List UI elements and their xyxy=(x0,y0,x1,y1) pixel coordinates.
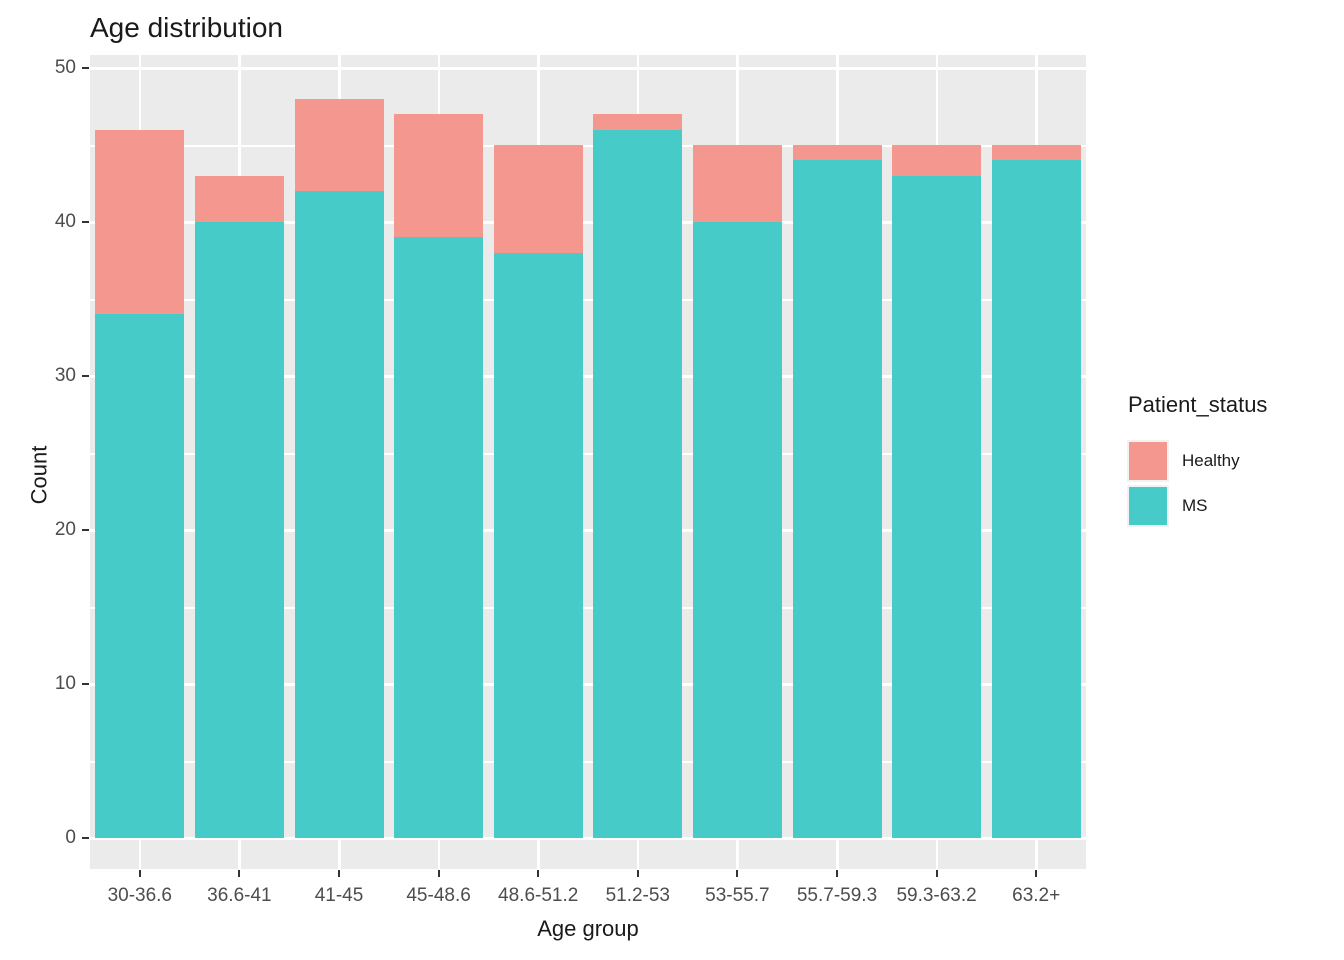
bar-segment-ms-51.2-53 xyxy=(593,129,683,838)
bar-segment-ms-45-48.6 xyxy=(394,237,484,838)
chart-title: Age distribution xyxy=(90,12,284,43)
bar-segment-ms-63.2+ xyxy=(991,160,1081,838)
x-tick-mark xyxy=(138,870,141,877)
x-tick-mark xyxy=(1035,870,1038,877)
x-tick-mark xyxy=(935,870,938,877)
x-tick-mark xyxy=(537,870,540,877)
x-tick-mark xyxy=(238,870,241,877)
plot-panel xyxy=(90,55,1086,869)
bar-segment-ms-48.6-51.2 xyxy=(493,252,583,838)
y-tick-mark xyxy=(82,375,89,377)
x-tick-mark xyxy=(736,870,739,877)
x-tick-label: 53-55.7 xyxy=(705,885,770,906)
y-tick-mark xyxy=(82,837,89,839)
bar-segment-healthy-45-48.6 xyxy=(394,114,484,238)
bar-segment-ms-41-45 xyxy=(294,191,384,838)
gridline-major xyxy=(90,375,1086,378)
legend-label-healthy: Healthy xyxy=(1182,451,1240,470)
gridline-major xyxy=(90,221,1086,224)
gridline-major xyxy=(90,837,1086,840)
gridline-minor xyxy=(90,761,1086,763)
bar-segment-ms-59.3-63.2 xyxy=(892,175,982,838)
legend-label-ms: MS xyxy=(1182,496,1208,515)
gridline-major xyxy=(90,67,1086,70)
bar-segment-healthy-41-45 xyxy=(294,98,384,192)
x-tick-mark xyxy=(636,870,639,877)
y-tick-mark xyxy=(82,221,89,223)
bar-segment-ms-30-36.6 xyxy=(95,314,185,838)
y-tick-label: 50 xyxy=(54,57,76,78)
bar-segment-ms-55.7-59.3 xyxy=(792,160,882,838)
x-tick-label: 48.6-51.2 xyxy=(498,885,579,906)
x-tick-label: 55.7-59.3 xyxy=(796,885,878,906)
y-tick-mark xyxy=(82,67,89,69)
gridline-major xyxy=(90,529,1086,532)
gridline-minor xyxy=(90,145,1086,147)
y-tick-mark xyxy=(82,529,89,531)
legend-swatch-healthy xyxy=(1127,440,1169,482)
y-tick-label: 40 xyxy=(54,211,76,232)
x-tick-label: 51.2-53 xyxy=(605,885,671,906)
legend-swatch-ms xyxy=(1127,485,1169,527)
x-tick-label: 63.2+ xyxy=(1012,885,1061,906)
y-tick-mark xyxy=(82,683,89,685)
bar-segment-ms-53-55.7 xyxy=(692,222,782,838)
bar-segment-ms-36.6-41 xyxy=(194,222,284,838)
bar-segment-healthy-36.6-41 xyxy=(194,175,284,222)
bar-segment-healthy-59.3-63.2 xyxy=(892,145,982,176)
x-axis-title: Age group xyxy=(537,916,639,941)
gridline-minor xyxy=(90,299,1086,301)
bar-segment-healthy-63.2+ xyxy=(991,145,1081,161)
bar-segment-healthy-53-55.7 xyxy=(692,145,782,222)
x-tick-label: 59.3-63.2 xyxy=(896,885,977,906)
y-tick-label: 0 xyxy=(65,827,76,848)
y-tick-label: 30 xyxy=(54,365,76,386)
legend: Patient_status Healthy MS xyxy=(1127,392,1338,530)
bar-segment-healthy-51.2-53 xyxy=(593,114,683,130)
legend-title: Patient_status xyxy=(1128,392,1268,417)
bar-segment-healthy-55.7-59.3 xyxy=(792,145,882,161)
x-tick-mark xyxy=(836,870,838,877)
x-tick-mark xyxy=(338,870,340,877)
gridline-minor xyxy=(90,453,1086,455)
x-tick-label: 41-45 xyxy=(314,885,364,906)
bar-segment-healthy-30-36.6 xyxy=(95,129,185,315)
y-tick-label: 20 xyxy=(54,519,76,540)
x-tick-label: 45-48.6 xyxy=(406,885,471,906)
x-tick-mark xyxy=(437,870,440,877)
y-tick-label: 10 xyxy=(54,673,76,694)
bar-segment-healthy-48.6-51.2 xyxy=(493,145,583,253)
x-tick-label: 30-36.6 xyxy=(107,885,173,906)
x-tick-label: 36.6-41 xyxy=(207,885,272,906)
gridline-minor xyxy=(90,607,1086,609)
gridline-major xyxy=(90,683,1086,686)
y-axis-title: Count xyxy=(26,445,52,505)
legend-key-ms: MS xyxy=(1127,485,1338,527)
legend-key-healthy: Healthy xyxy=(1127,440,1338,482)
